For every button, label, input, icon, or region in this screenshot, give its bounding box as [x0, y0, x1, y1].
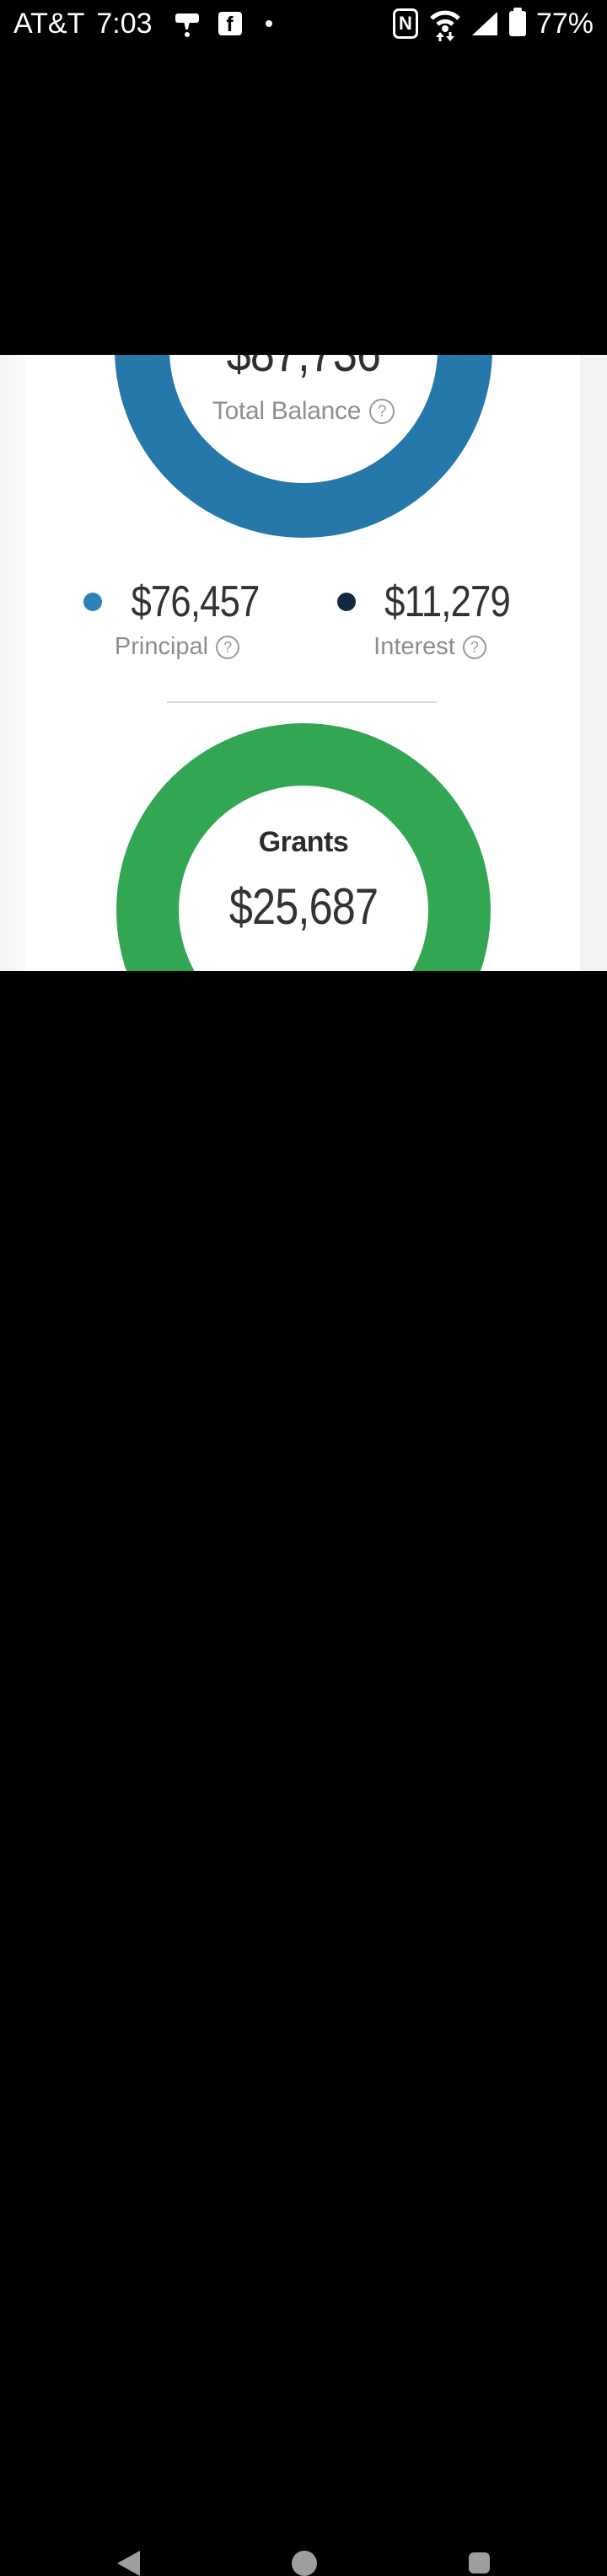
- status-bar: AT&T 7:03 f N: [0, 0, 607, 47]
- total-balance-donut-chart: $87,736 Total Balance ?: [115, 355, 492, 538]
- battery-icon: [508, 8, 526, 36]
- recents-button-icon[interactable]: [469, 2552, 490, 2573]
- balance-legend: $76,457 Principal ? $11,279 Interest ?: [0, 576, 607, 661]
- principal-dot-icon: [83, 593, 102, 611]
- grants-label: Grants: [258, 826, 349, 858]
- section-divider: [167, 701, 437, 703]
- grants-amount: $25,687: [228, 878, 379, 935]
- total-balance-label: Total Balance: [212, 397, 362, 425]
- clock: 7:03: [96, 7, 153, 40]
- principal-value: $76,457: [130, 577, 260, 626]
- android-nav-bar: [0, 1248, 607, 2576]
- interest-dot-icon: [337, 593, 357, 611]
- interest-help-icon[interactable]: ?: [462, 635, 486, 659]
- legend-item-principal: $76,457 Principal ?: [72, 576, 282, 661]
- back-button-icon[interactable]: [117, 2551, 140, 2576]
- nfc-icon: N: [392, 8, 418, 39]
- interest-value: $11,279: [384, 577, 512, 626]
- legend-item-interest: $11,279 Interest ?: [325, 576, 535, 661]
- left-gutter: [0, 355, 25, 971]
- app-content-area: $87,736 Total Balance ? $76,457 Principa…: [0, 355, 607, 971]
- carrier-label: AT&T: [13, 7, 85, 40]
- more-notifications-dot-icon: [265, 20, 272, 27]
- notification-icons: f: [175, 9, 272, 38]
- facebook-notification-icon: f: [218, 12, 242, 35]
- pin-notification-icon: [175, 9, 200, 38]
- total-balance-amount: $87,736: [191, 355, 416, 380]
- battery-percent: 77%: [535, 7, 594, 40]
- principal-help-icon[interactable]: ?: [216, 635, 240, 659]
- system-status-icons: N 77%: [392, 6, 594, 41]
- cell-signal-icon: [471, 12, 497, 35]
- interest-label: Interest: [373, 633, 455, 660]
- total-balance-help-icon[interactable]: ?: [369, 399, 395, 424]
- principal-label: Principal: [114, 633, 209, 660]
- wifi-transfer-icon: [430, 10, 460, 41]
- home-button-icon[interactable]: [292, 2551, 317, 2576]
